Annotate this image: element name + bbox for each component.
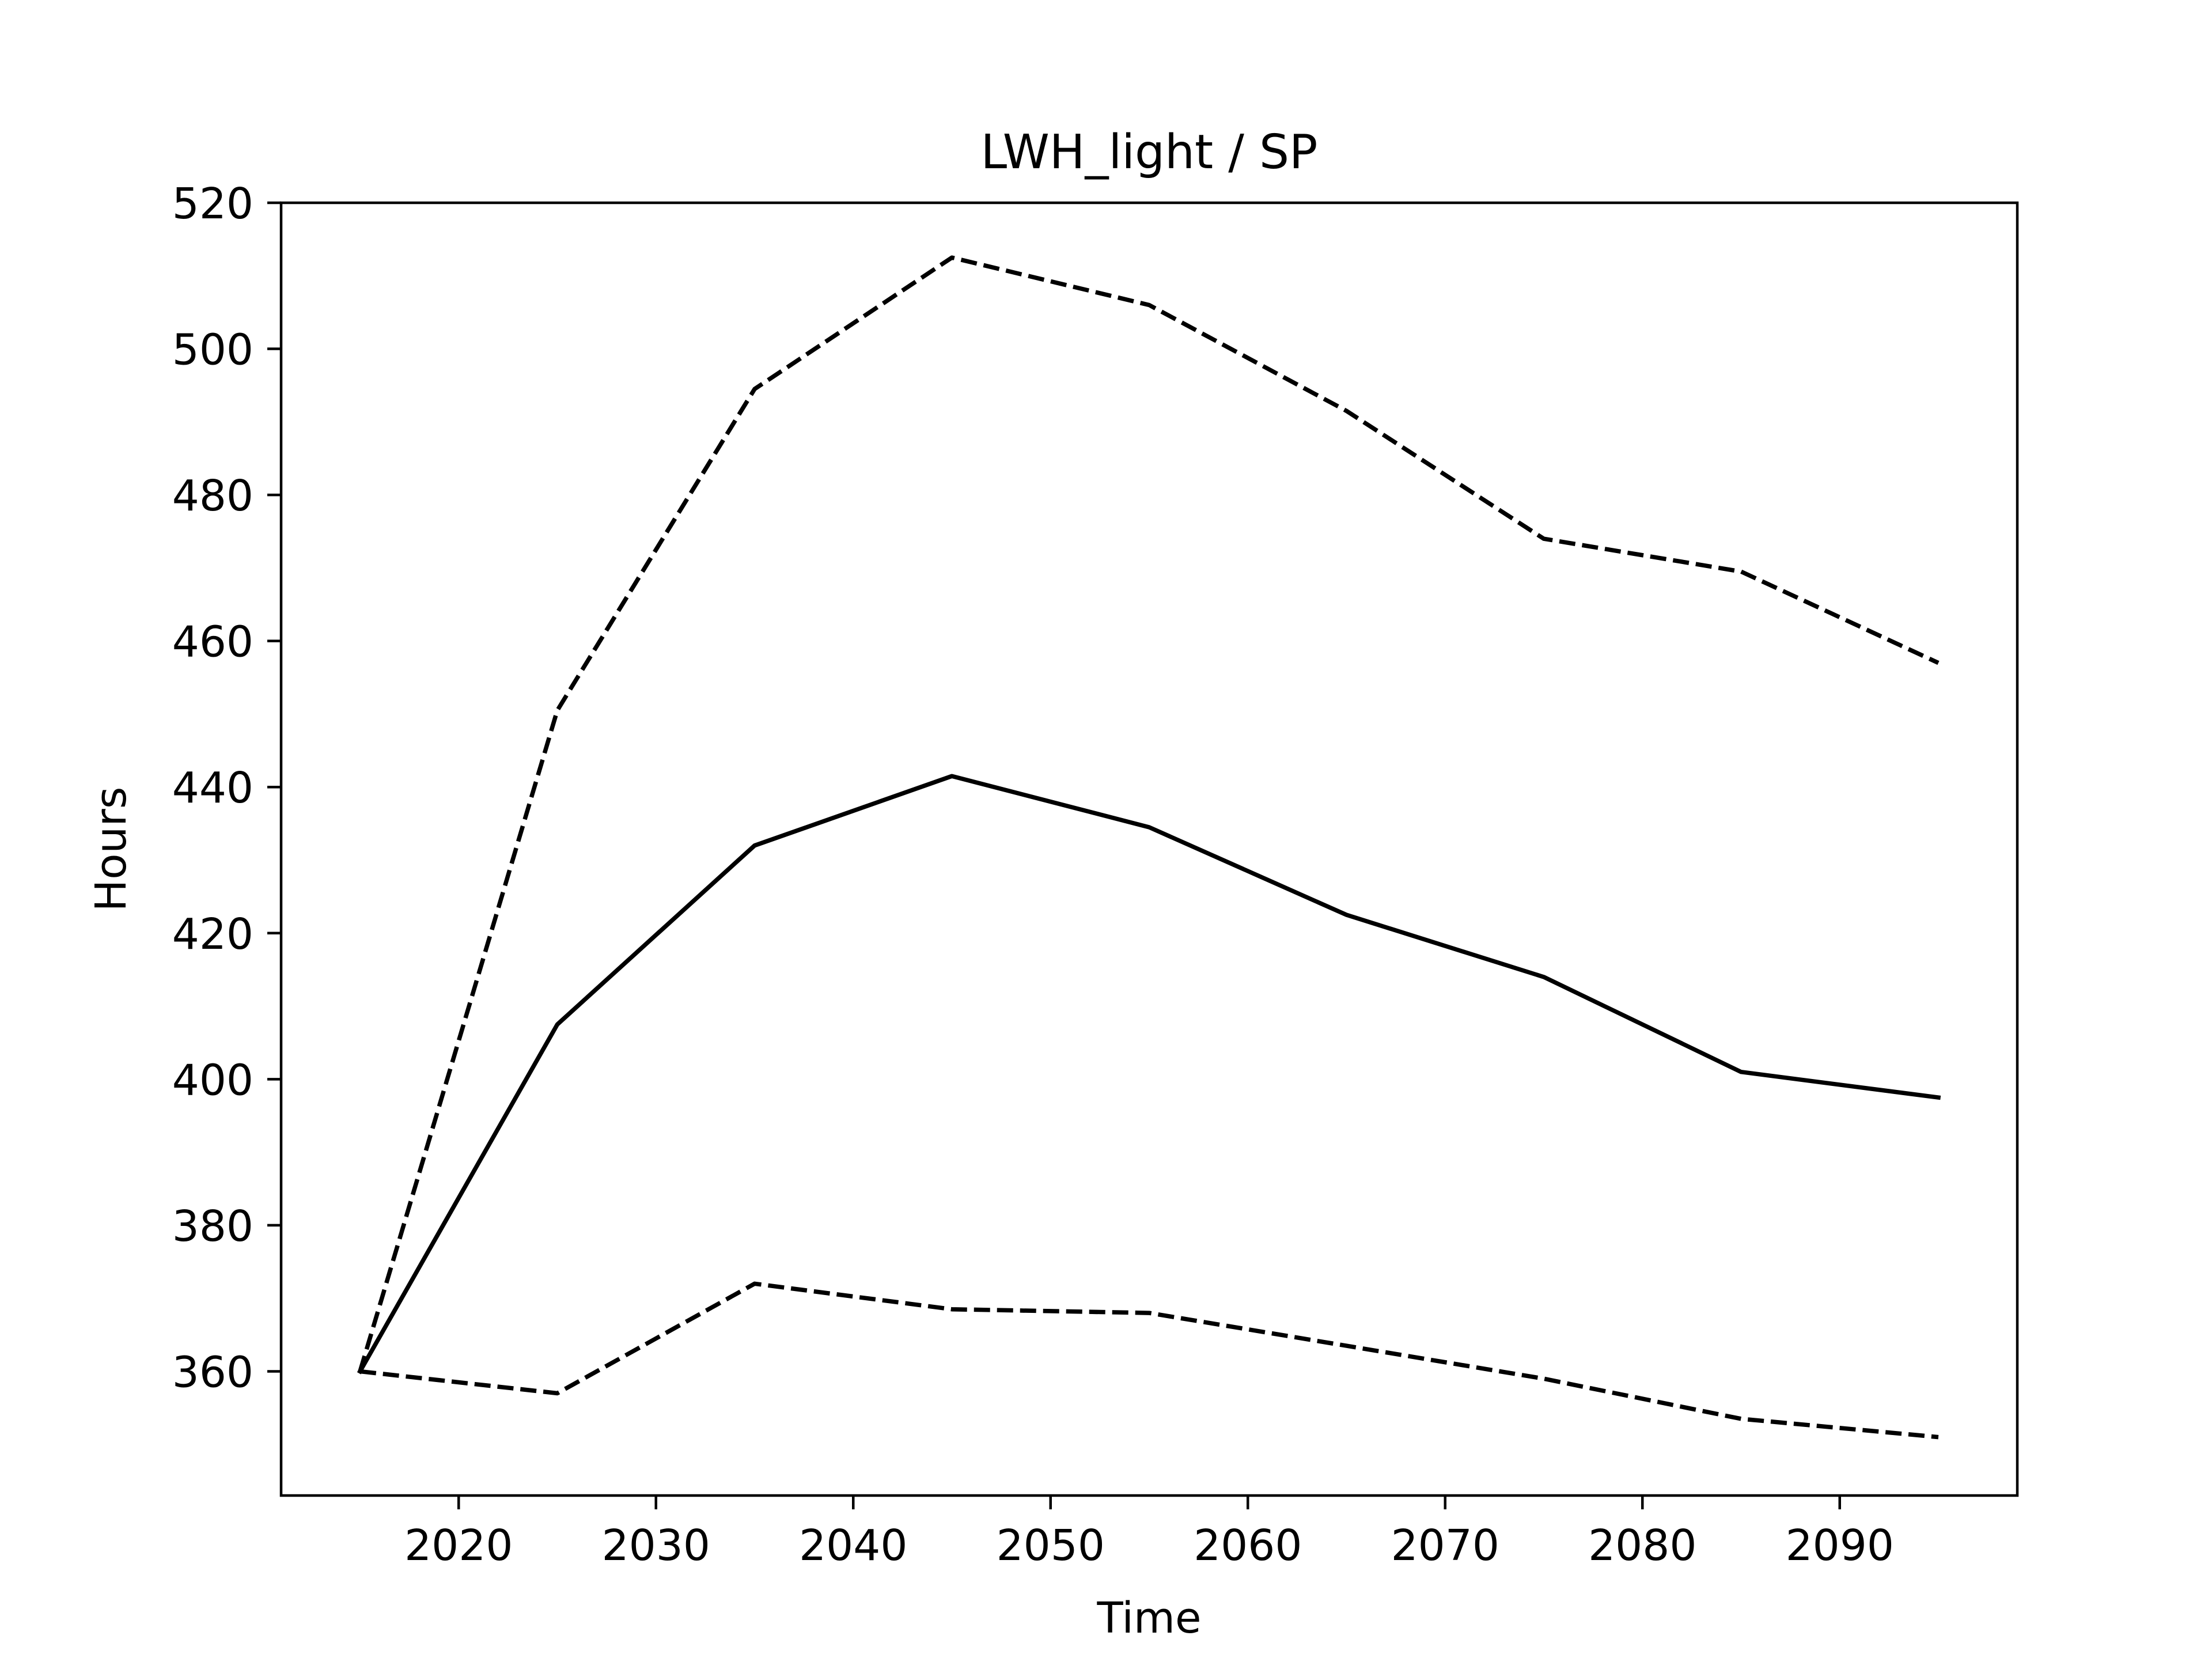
- x-axis-label: Time: [1096, 1593, 1201, 1643]
- y-tick-label: 400: [172, 1055, 253, 1105]
- x-tick-label: 2060: [1194, 1521, 1302, 1570]
- x-tick-label: 2070: [1391, 1521, 1499, 1570]
- y-tick-label: 500: [172, 325, 253, 375]
- chart-title: LWH_light / SP: [981, 125, 1318, 180]
- y-axis-label: Hours: [86, 787, 136, 912]
- x-tick-label: 2030: [602, 1521, 710, 1570]
- mean-line: [357, 774, 1941, 1375]
- y-tick-label: 440: [172, 763, 253, 813]
- y-tick-label: 420: [172, 910, 253, 959]
- y-tick-label: 480: [172, 471, 253, 521]
- y-tick-label: 360: [172, 1347, 253, 1397]
- plot-frame: [279, 201, 2019, 1497]
- x-tick-label: 2090: [1786, 1521, 1894, 1570]
- y-tick-label: 520: [172, 179, 253, 229]
- plot-area: [357, 255, 1941, 1440]
- y-tick-label: 380: [172, 1202, 253, 1251]
- x-tick-label: 2050: [997, 1521, 1105, 1570]
- upper-bound-line: [358, 255, 1940, 1372]
- y-tick-label: 460: [172, 618, 253, 667]
- lower-bound-line: [359, 1281, 1939, 1440]
- x-tick-label: 2040: [799, 1521, 907, 1570]
- axis-ticks: 2020 2030 2040 2050 2060 2070 2080 2090 360 380 40…: [172, 179, 1894, 1570]
- x-tick-label: 2080: [1588, 1521, 1696, 1570]
- x-tick-label: 2020: [404, 1521, 513, 1570]
